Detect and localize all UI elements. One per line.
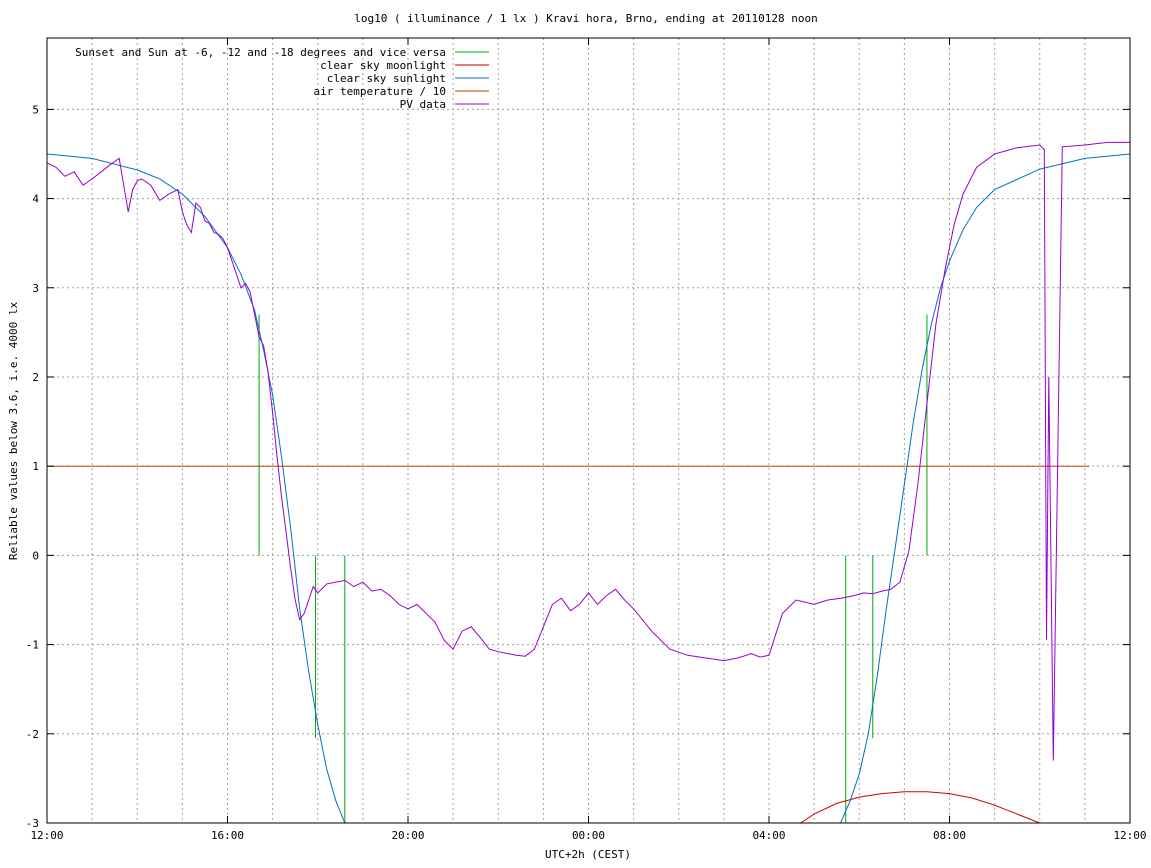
y-tick-label: 1 xyxy=(32,460,39,473)
x-tick-label: 00:00 xyxy=(572,829,605,842)
series-line xyxy=(47,153,1130,823)
legend-label: PV data xyxy=(400,98,446,111)
y-tick-label: -1 xyxy=(26,639,39,652)
x-axis-label: UTC+2h (CEST) xyxy=(545,848,631,861)
legend-label: clear sky sunlight xyxy=(327,72,446,85)
x-tick-label: 04:00 xyxy=(752,829,785,842)
y-tick-label: -3 xyxy=(26,817,39,830)
y-tick-label: 4 xyxy=(32,193,39,206)
y-tick-label: -2 xyxy=(26,728,39,741)
y-axis-label: Reliable values below 3.6, i.e. 4000 lx xyxy=(7,301,20,560)
series-line xyxy=(47,141,1130,761)
x-tick-label: 16:00 xyxy=(211,829,244,842)
legend-label: clear sky moonlight xyxy=(320,59,446,72)
series-layer xyxy=(47,141,1130,823)
legend-label: air temperature / 10 xyxy=(314,85,446,98)
ticks: 12:00 16:00 20:00 00:00 04:00 08:00 12:00-3-2-… xyxy=(26,38,1147,842)
series-2 xyxy=(47,153,1130,823)
x-tick-label: 12:00 xyxy=(1113,829,1146,842)
x-tick-label: 20:00 xyxy=(391,829,424,842)
series-1 xyxy=(800,791,1040,823)
y-tick-label: 0 xyxy=(32,549,39,562)
series-line xyxy=(800,791,1040,823)
legend-label: Sunset and Sun at -6, -12 and -18 degree… xyxy=(75,46,446,59)
y-tick-label: 3 xyxy=(32,282,39,295)
chart-title: log10 ( illuminance / 1 lx ) Kravi hora,… xyxy=(354,12,818,25)
legend: Sunset and Sun at -6, -12 and -18 degree… xyxy=(75,46,489,111)
series-4 xyxy=(47,141,1130,761)
x-tick-label: 08:00 xyxy=(933,829,966,842)
y-tick-label: 2 xyxy=(32,371,39,384)
x-tick-label: 12:00 xyxy=(30,829,63,842)
y-tick-label: 5 xyxy=(32,103,39,116)
